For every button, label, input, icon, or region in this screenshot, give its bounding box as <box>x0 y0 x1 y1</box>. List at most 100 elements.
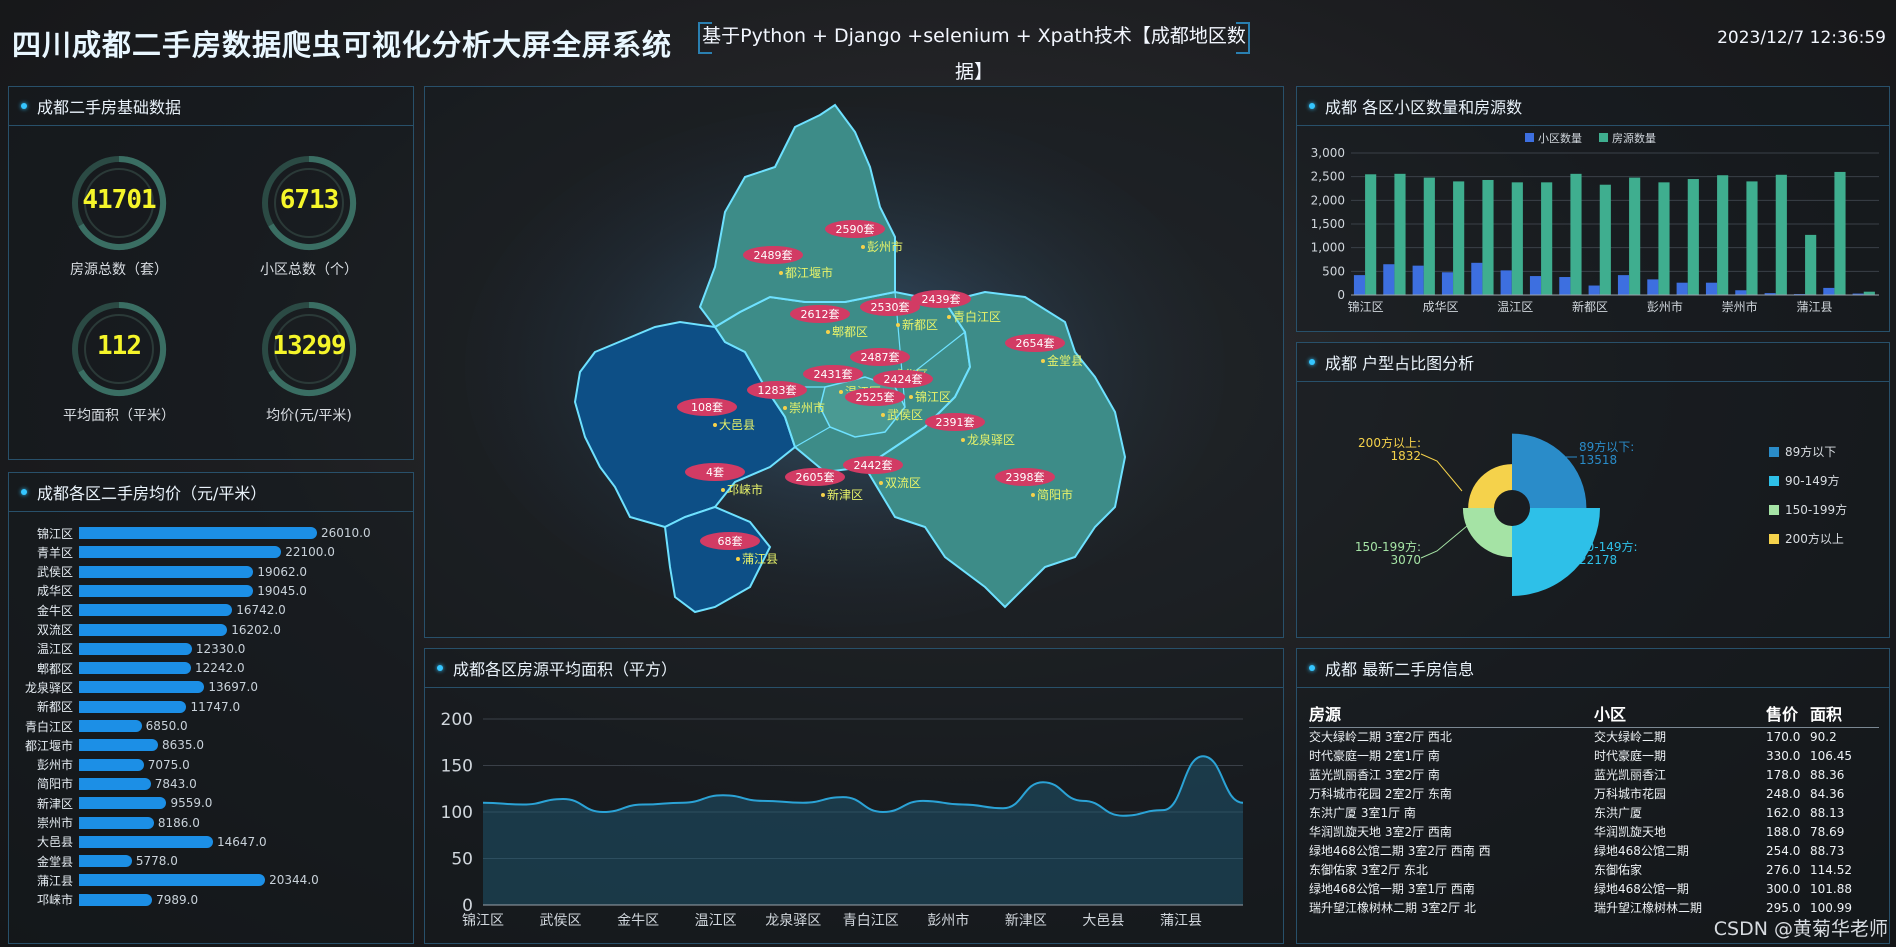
gauge-ring-icon <box>72 155 167 250</box>
map-count-label: 2605套 <box>796 471 835 484</box>
legend-item[interactable]: 90-149方 <box>1769 472 1847 489</box>
kpi-value: 13299 <box>272 331 346 361</box>
kpi-value: 6713 <box>279 185 340 215</box>
map-dot-icon <box>909 395 913 399</box>
legend-item[interactable]: 200方以上 <box>1769 530 1847 547</box>
bar-row[interactable]: 锦江区 26010.0 <box>9 525 371 541</box>
table-row[interactable]: 交大绿岭二期 3室2厅 西北 交大绿岭二期 170.0 90.2 <box>1309 728 1879 747</box>
table-row[interactable]: 东御佑家 3室2厅 东北 东御佑家 276.0 114.52 <box>1309 861 1879 880</box>
watermark: CSDN @黄菊华老师 <box>1713 918 1888 940</box>
table-cell: 100.99 <box>1810 901 1852 915</box>
area-fill <box>483 756 1243 905</box>
community-count-panel: 成都 各区小区数量和房源数 0 500 1,000 1,500 2,000 2,500 3,… <box>1296 86 1890 332</box>
bar-value: 26010.0 <box>321 526 371 540</box>
table-cell: 东御佑家 3室2厅 东北 <box>1309 863 1428 877</box>
bar <box>79 623 228 636</box>
bar <box>1559 277 1571 295</box>
pie-slice <box>1468 464 1512 508</box>
bar-row[interactable]: 郫都区 12242.0 <box>9 660 245 676</box>
bar <box>79 777 151 790</box>
map-dot-icon <box>721 488 725 492</box>
panel-header: 成都各区房源平均面积（平方） <box>425 649 1283 688</box>
table-row[interactable]: 万科城市花园 2室2厅 东南 万科城市花园 248.0 84.36 <box>1309 785 1879 804</box>
bar-row[interactable]: 青羊区 22100.0 <box>9 544 335 560</box>
bar-row[interactable]: 简阳市 7843.0 <box>9 776 197 792</box>
y-tick-label: 0 <box>1337 288 1345 302</box>
bar-row[interactable]: 邛崃市 7989.0 <box>9 892 198 908</box>
bar-row[interactable]: 崇州市 8186.0 <box>9 815 200 831</box>
bar-label: 大邑县 <box>36 835 73 850</box>
y-tick-label: 50 <box>451 850 473 870</box>
bar-row[interactable]: 温江区 12330.0 <box>9 641 245 657</box>
map-pin-icon <box>850 348 910 366</box>
bar-value: 8635.0 <box>162 738 204 753</box>
map-pin-icon <box>685 463 745 481</box>
table-row[interactable]: 绿地468公馆二期 3室2厅 西南 西 绿地468公馆二期 254.0 88.73 <box>1309 842 1879 861</box>
table-row[interactable]: 东洪广厦 3室1厅 南 东洪广厦 162.0 88.13 <box>1309 804 1879 823</box>
gauge-ring-icon <box>262 301 357 396</box>
map-north-region[interactable] <box>698 103 896 329</box>
bar <box>1365 174 1377 295</box>
bar-row[interactable]: 新都区 11747.0 <box>9 699 240 715</box>
map-dot-icon <box>1041 359 1045 363</box>
bar-row[interactable]: 青白江区 6850.0 <box>9 718 188 734</box>
table-row[interactable]: 蓝光凯丽香江 3室2厅 南 蓝光凯丽香江 178.0 88.36 <box>1309 766 1879 785</box>
table-row[interactable]: 时代豪庭一期 2室1厅 南 时代豪庭一期 330.0 106.45 <box>1309 747 1879 766</box>
x-tick-label: 武侯区 <box>540 913 582 929</box>
bar-row[interactable]: 成华区 19045.0 <box>9 583 307 599</box>
bar-value: 6850.0 <box>145 719 188 733</box>
column-header: 房源 <box>1309 705 1342 724</box>
bar <box>1570 173 1582 295</box>
map-panel: 2590套 彭州市 2489套 都江堰市 2612套 郫都区 2530套 新都区 2439套 青白… <box>424 86 1284 638</box>
pie-slice <box>1512 433 1587 508</box>
legend-item[interactable]: 150-199方 <box>1769 501 1847 518</box>
bar <box>1482 179 1494 295</box>
bar-value: 5778.0 <box>135 854 178 869</box>
y-tick-label: 1,000 <box>1311 241 1345 255</box>
bar-row[interactable]: 彭州市 7075.0 <box>9 757 190 773</box>
panel-title: 成都二手房基础数据 <box>37 98 182 117</box>
map-district-label: 新津区 <box>827 487 863 502</box>
bar-row[interactable]: 蒲江县 20344.0 <box>9 872 319 888</box>
map-count-label: 1283套 <box>758 384 797 397</box>
bar-row[interactable]: 双流区 16202.0 <box>9 622 281 638</box>
panel-title: 成都 户型占比图分析 <box>1325 354 1475 373</box>
bar <box>79 720 142 732</box>
table-row[interactable]: 绿地468公馆一期 3室1厅 西南 绿地468公馆一期 300.0 101.88 <box>1309 880 1879 899</box>
bar-row[interactable]: 大邑县 14647.0 <box>9 834 267 850</box>
map-count-label: 2530套 <box>871 301 910 314</box>
map-count-label: 2525套 <box>856 391 895 404</box>
map-pin-icon <box>825 220 885 238</box>
map-east-region[interactable] <box>863 290 1127 609</box>
table-cell: 蓝光凯丽香江 3室2厅 南 <box>1309 768 1440 782</box>
bar <box>79 642 192 655</box>
map-count-label: 68套 <box>718 535 743 548</box>
map-district-label: 彭州市 <box>867 239 903 254</box>
map-dot-icon <box>839 390 843 394</box>
bar-row[interactable]: 龙泉驿区 13697.0 <box>9 679 258 695</box>
panel-title: 成都 最新二手房信息 <box>1325 660 1475 679</box>
bar-row[interactable]: 都江堰市 8635.0 <box>9 737 204 753</box>
column-header: 售价 <box>1766 705 1799 724</box>
bar-label: 武侯区 <box>36 565 73 580</box>
bullet-icon <box>21 103 27 109</box>
bar-row[interactable]: 武侯区 19062.0 <box>9 564 307 580</box>
bar-label: 青白江区 <box>24 719 73 734</box>
x-tick-label: 蒲江县 <box>1160 913 1202 929</box>
table-cell: 瑞升望江橡树林二期 <box>1594 901 1703 915</box>
table-cell: 时代豪庭一期 2室1厅 南 <box>1309 749 1440 763</box>
panel-header: 成都 户型占比图分析 <box>1297 343 1889 382</box>
latest-listings-panel: 成都 最新二手房信息 房源 小区 售价 面积 交大绿岭二期 3室2厅 西北 交大绿… <box>1296 648 1890 944</box>
table-row[interactable]: 瑞升望江橡树林二期 3室2厅 北 瑞升望江橡树林二期 295.0 100.99 <box>1309 899 1879 918</box>
legend-label: 89方以下 <box>1785 445 1837 459</box>
bar-row[interactable]: 新津区 9559.0 <box>9 795 212 811</box>
x-tick-label: 大邑县 <box>1082 913 1124 929</box>
map-pin-icon <box>677 398 737 416</box>
legend-item[interactable]: 89方以下 <box>1769 443 1847 460</box>
table-row[interactable]: 华润凯旋天地 3室2厅 西南 华润凯旋天地 188.0 78.69 <box>1309 823 1879 842</box>
basic-data-panel: 成都二手房基础数据 41701 房源总数（套） 6713 小区总数（个） 112… <box>8 86 414 460</box>
bar-row[interactable]: 金堂县 5778.0 <box>9 853 178 869</box>
bar-row[interactable]: 金牛区 16742.0 <box>9 602 286 618</box>
panel-header: 成都各区二手房均价（元/平米） <box>9 473 413 512</box>
map-dot-icon <box>821 493 825 497</box>
